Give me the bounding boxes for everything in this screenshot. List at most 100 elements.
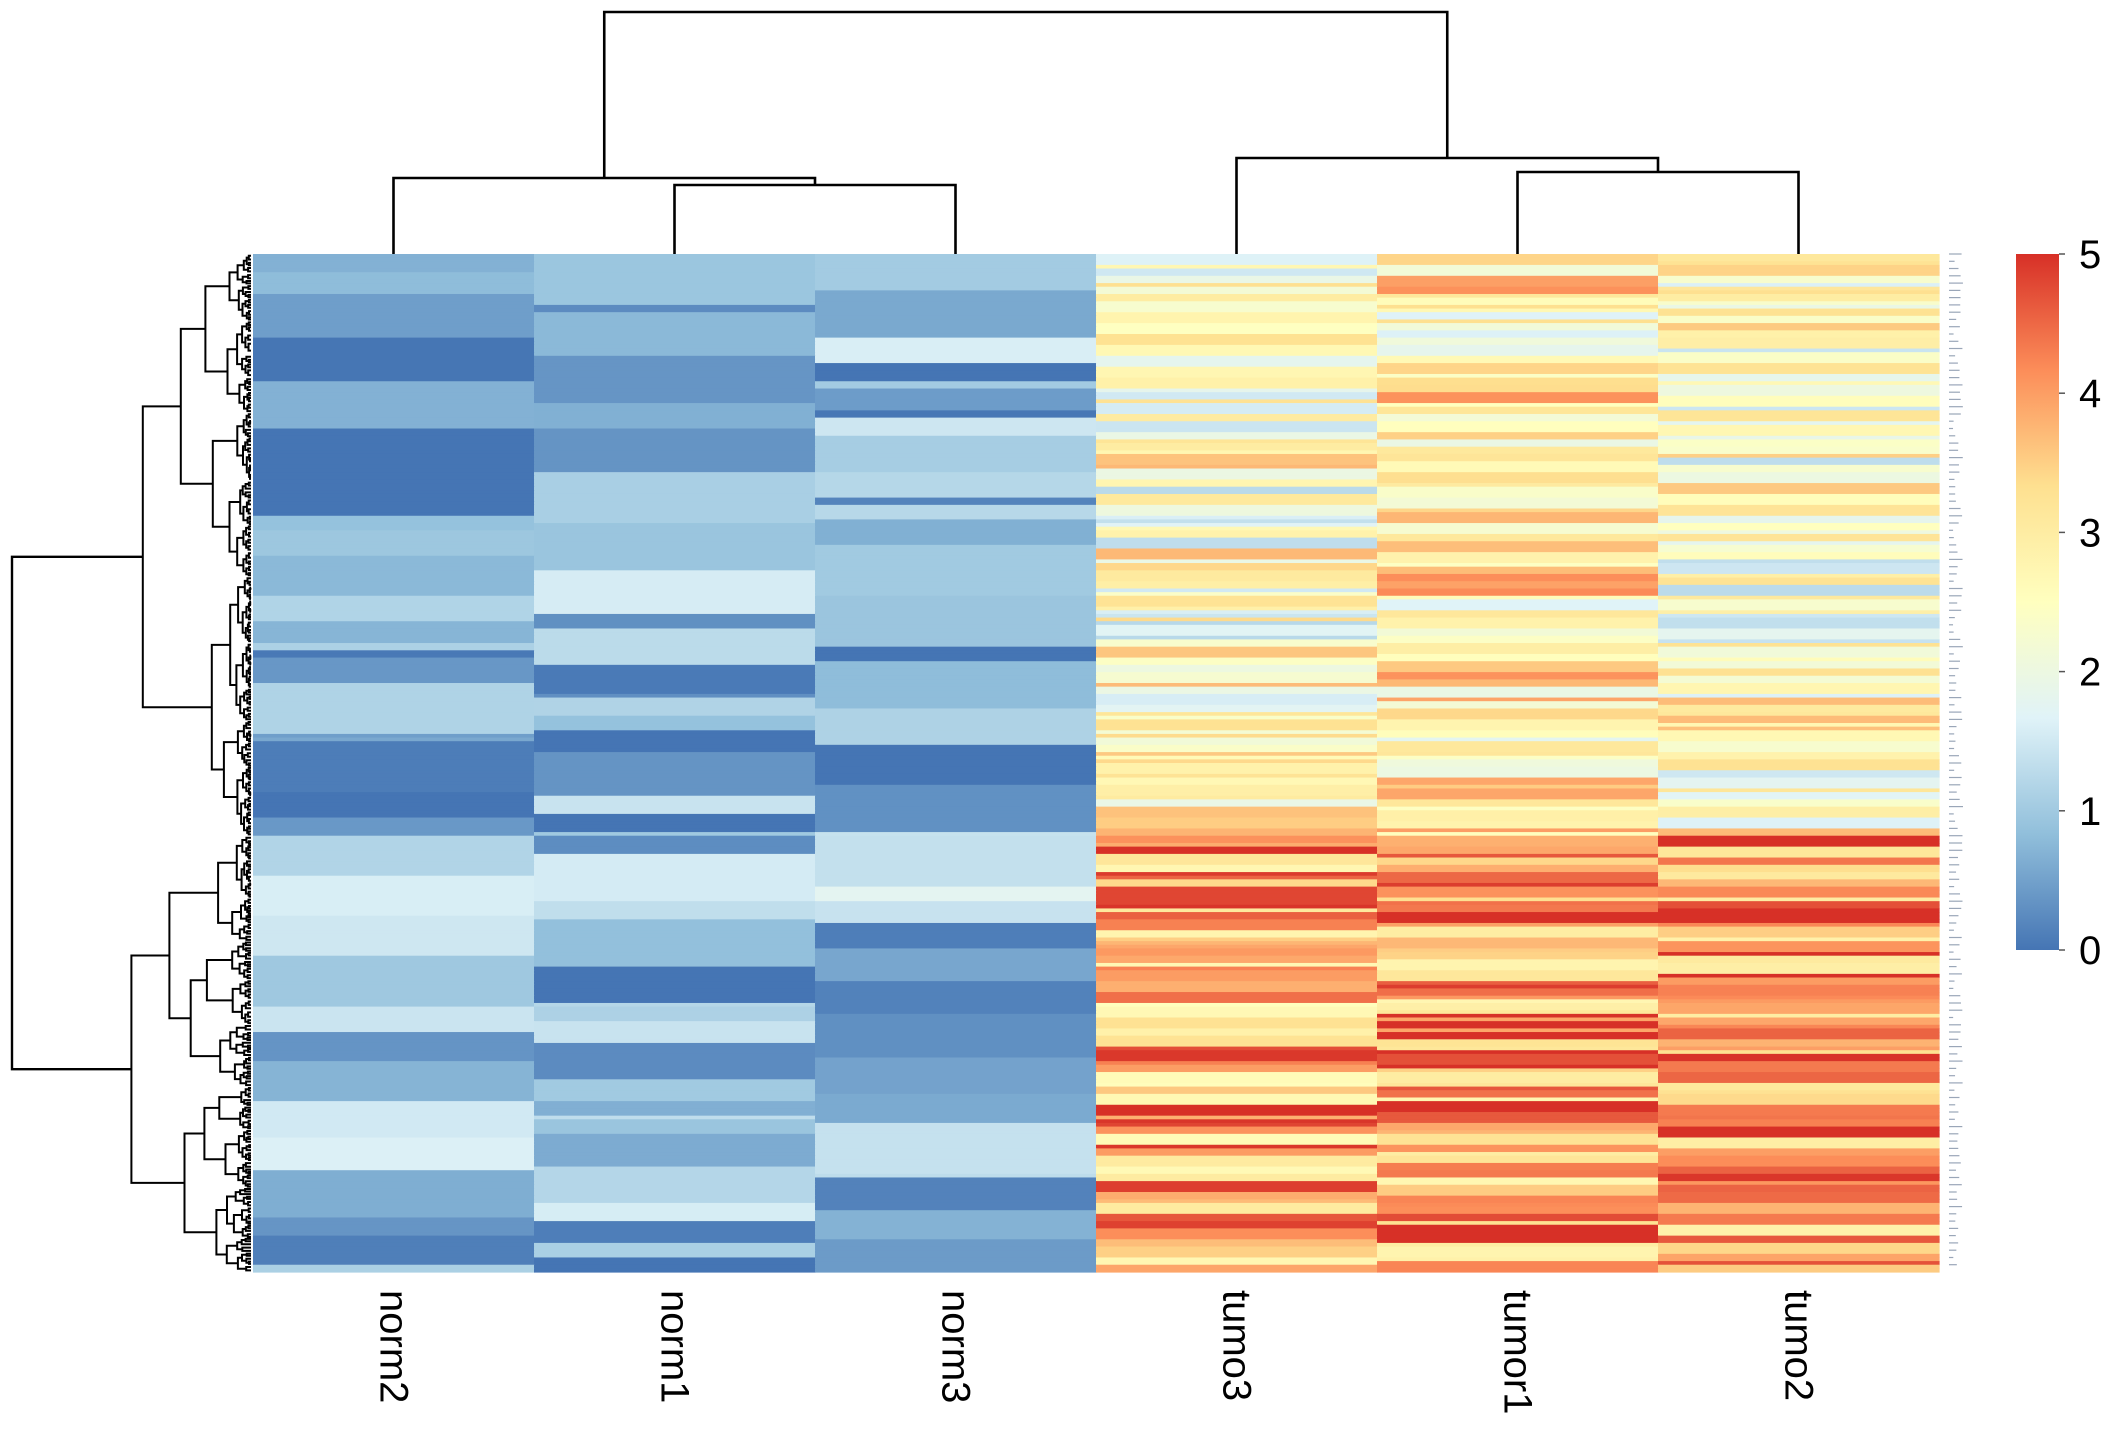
heatmap-cell	[1096, 752, 1378, 757]
heatmap-cell	[1658, 410, 1940, 415]
row-dendro-link	[238, 962, 246, 975]
heatmap-cell	[1658, 515, 1940, 521]
row-dendro-link	[228, 271, 239, 302]
heatmap-cell	[534, 966, 816, 971]
heatmap-cell	[253, 1133, 535, 1139]
heatmap-cell	[534, 1010, 816, 1015]
heatmap-cell	[815, 672, 1097, 677]
heatmap-cell	[1096, 635, 1378, 640]
heatmap-cell	[253, 1017, 535, 1022]
heatmap-cell	[1377, 1013, 1659, 1019]
heatmap-cell	[253, 999, 535, 1004]
heatmap-cell	[253, 1101, 535, 1106]
heatmap-cell	[534, 541, 816, 546]
heatmap-cell	[815, 973, 1097, 979]
row-dendro-link	[226, 1195, 236, 1225]
heatmap-cell	[534, 853, 816, 859]
heatmap-cell	[1377, 1257, 1659, 1262]
heatmap-cell	[815, 1202, 1097, 1208]
heatmap-cell	[1377, 1101, 1659, 1106]
heatmap-cell	[1096, 297, 1378, 302]
heatmap-cell	[1096, 515, 1378, 521]
heatmap-cell	[253, 1072, 535, 1077]
heatmap-cell	[534, 392, 816, 397]
row-dendro-link	[249, 464, 251, 472]
heatmap-cell	[534, 904, 816, 910]
heatmap-cell	[534, 901, 816, 906]
heatmap-cell	[534, 592, 816, 597]
heatmap-cell	[534, 1232, 816, 1237]
heatmap-cell	[815, 708, 1097, 713]
heatmap-cell	[1658, 933, 1940, 939]
heatmap-cell	[1096, 1046, 1378, 1051]
heatmap-cell	[1658, 1206, 1940, 1211]
heatmap-cell	[253, 872, 535, 877]
heatmap-cell	[1658, 613, 1940, 619]
heatmap-cell	[1096, 821, 1378, 826]
heatmap-cell	[1096, 810, 1378, 815]
heatmap-cell	[1658, 948, 1940, 953]
heatmap-cell	[1658, 952, 1940, 957]
heatmap-cell	[815, 977, 1097, 982]
heatmap-cell	[534, 1210, 816, 1215]
heatmap-cell	[815, 315, 1097, 321]
heatmap-cell	[1658, 930, 1940, 935]
heatmap-cell	[253, 453, 535, 459]
heatmap-cell	[1658, 1050, 1940, 1055]
heatmap-cell	[1096, 1210, 1378, 1215]
heatmap-cell	[815, 792, 1097, 797]
heatmap-cell	[815, 541, 1097, 546]
heatmap-cell	[1377, 897, 1659, 902]
heatmap-cell	[534, 839, 816, 844]
heatmap-cell	[815, 1093, 1097, 1099]
row-dendro-link	[242, 1108, 247, 1118]
heatmap-cell	[1096, 1028, 1378, 1033]
heatmap-cell	[1377, 948, 1659, 953]
heatmap-cell	[534, 1268, 816, 1273]
heatmap-cell	[1658, 279, 1940, 284]
heatmap-cell	[253, 326, 535, 331]
heatmap-cell	[1658, 1170, 1940, 1175]
heatmap-cell	[1377, 697, 1659, 702]
heatmap-cell	[815, 839, 1097, 844]
row-dendro-link	[248, 326, 251, 332]
row-dendro-link	[247, 993, 251, 999]
dendro-root	[602, 10, 1449, 178]
heatmap-cell	[534, 970, 816, 975]
row-dendro-link	[247, 818, 251, 825]
heatmap-cell	[1658, 621, 1940, 626]
heatmap-cell	[1658, 373, 1940, 379]
row-dendro-link	[247, 712, 251, 718]
heatmap-cell	[1096, 512, 1378, 517]
heatmap-cell	[1096, 301, 1378, 306]
heatmap-cell	[534, 1133, 816, 1139]
row-dendro-link	[247, 538, 251, 544]
heatmap-cell	[815, 628, 1097, 633]
heatmap-cell	[1658, 995, 1940, 1000]
heatmap-cell	[1096, 1159, 1378, 1164]
heatmap-cell	[1096, 566, 1378, 571]
heatmap-cell	[253, 704, 535, 710]
heatmap-cell	[1658, 1119, 1940, 1124]
heatmap-cell	[1658, 744, 1940, 750]
heatmap-cell	[815, 435, 1097, 441]
heatmap-cell	[1658, 293, 1940, 299]
row-dendro-link	[247, 1108, 251, 1113]
heatmap-cell	[1658, 915, 1940, 920]
heatmap-cell	[1377, 1119, 1659, 1124]
heatmap-cell	[1658, 966, 1940, 971]
row-dendro-link	[247, 1019, 251, 1025]
heatmap-cell	[1658, 363, 1940, 368]
heatmap-cell	[1096, 1024, 1378, 1030]
column-label-tumor1: tumor1	[1496, 1290, 1540, 1415]
heatmap-cell	[815, 1101, 1097, 1106]
heatmap-cell	[534, 693, 816, 699]
heatmap-cell	[1377, 661, 1659, 666]
heatmap-cell	[1658, 512, 1940, 517]
heatmap-cell	[1377, 1261, 1659, 1266]
row-dendro-link	[249, 457, 251, 463]
row-dendro-link	[247, 494, 251, 499]
heatmap-cell	[1658, 999, 1940, 1004]
heatmap-cell	[1658, 1104, 1940, 1109]
heatmap-cell	[1096, 413, 1378, 419]
